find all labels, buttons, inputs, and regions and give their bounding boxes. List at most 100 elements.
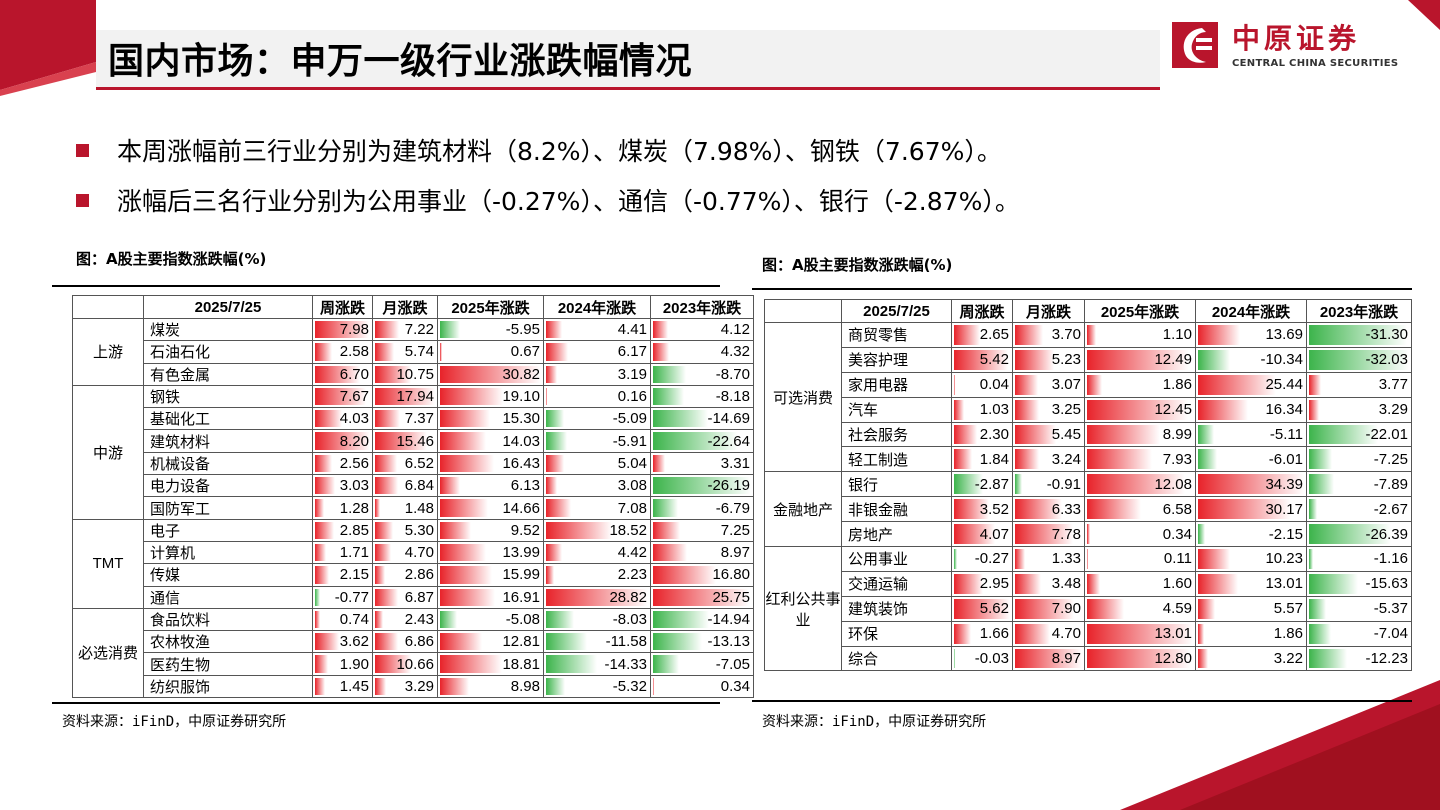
value-text: 3.29	[404, 677, 434, 695]
positive-data-bar	[546, 477, 557, 495]
value-text: 1.03	[979, 401, 1009, 419]
positive-data-bar	[546, 588, 648, 606]
positive-data-bar	[440, 655, 502, 673]
positive-data-bar	[1198, 648, 1208, 669]
value-cell: 16.91	[437, 585, 544, 609]
positive-data-bar	[546, 543, 562, 562]
group-label: 必选消费	[72, 607, 144, 699]
positive-data-bar	[546, 566, 554, 584]
value-cell: 6.13	[437, 474, 544, 498]
divider-left-bottom	[52, 702, 720, 704]
value-cell: 2.56	[312, 451, 373, 476]
value-text: 3.77	[1378, 376, 1408, 394]
value-cell: 5.42	[951, 346, 1013, 373]
value-text: 3.25	[1051, 401, 1081, 419]
industry-name: 医药生物	[143, 652, 313, 676]
negative-data-bar	[653, 477, 751, 495]
value-cell: 6.70	[312, 362, 373, 386]
value-text: 6.52	[404, 454, 434, 472]
positive-data-bar	[1087, 349, 1189, 370]
figure-caption-left: 图：A股主要指数涨跌幅(%)	[76, 250, 267, 268]
positive-data-bar	[1198, 474, 1304, 495]
value-text: -5.32	[612, 677, 647, 695]
positive-data-bar	[1015, 499, 1063, 520]
value-cell: 5.04	[543, 451, 651, 476]
table-row: 社会服务 2.30 5.45 8.99 -5.11 -22.01	[765, 421, 1412, 448]
negative-data-bar	[1198, 524, 1205, 545]
corner-decoration-top-left	[0, 0, 96, 96]
positive-data-bar	[375, 410, 400, 428]
positive-data-bar	[1015, 524, 1074, 545]
positive-data-bar	[1015, 374, 1038, 395]
negative-data-bar	[653, 655, 680, 673]
value-text: 1.10	[1162, 326, 1192, 344]
value-text: 1.84	[979, 450, 1009, 468]
positive-data-bar	[954, 623, 971, 644]
industry-name: 房地产	[841, 521, 952, 548]
negative-data-bar	[1309, 573, 1358, 594]
value-cell: 16.80	[650, 563, 754, 587]
column-header: 2025年涨跌	[1084, 299, 1196, 323]
value-cell: -7.04	[1306, 620, 1412, 647]
value-cell: 1.10	[1084, 322, 1196, 348]
value-text: 3.70	[1051, 326, 1081, 344]
value-text: 10.23	[1265, 550, 1303, 568]
column-header	[72, 295, 144, 319]
positive-data-bar	[1198, 399, 1249, 420]
bullet-square-icon	[76, 194, 89, 207]
value-cell: 14.66	[437, 496, 544, 520]
negative-data-bar	[653, 410, 708, 428]
positive-data-bar	[954, 399, 965, 420]
value-text: 1.45	[339, 677, 369, 695]
value-text: 5.74	[404, 343, 434, 361]
value-cell: 5.45	[1012, 421, 1085, 448]
value-text: 4.59	[1162, 600, 1192, 618]
positive-data-bar	[1309, 374, 1321, 395]
value-cell: -0.03	[951, 645, 1013, 672]
group-label: 中游	[72, 384, 144, 520]
value-cell: -12.23	[1306, 645, 1412, 672]
value-cell: 2.58	[312, 340, 373, 364]
positive-data-bar	[440, 454, 494, 473]
table-row: 轻工制造 1.84 3.24 7.93 -6.01 -7.25	[765, 446, 1412, 473]
negative-data-bar	[653, 633, 703, 651]
value-text: 7.25	[720, 521, 750, 539]
value-cell: -5.32	[543, 674, 651, 699]
value-cell: 1.86	[1084, 371, 1196, 398]
value-text: -22.01	[1365, 426, 1408, 443]
positive-data-bar	[954, 573, 984, 594]
value-text: -5.08	[505, 611, 540, 628]
column-header: 周涨跌	[312, 295, 373, 319]
negative-data-bar	[1309, 648, 1348, 669]
negative-data-bar	[653, 365, 686, 383]
value-text: 12.49	[1154, 351, 1192, 369]
value-cell: 3.29	[1306, 396, 1412, 423]
positive-data-bar	[375, 432, 427, 450]
negative-data-bar	[1198, 424, 1214, 445]
value-text: 30.17	[1265, 500, 1303, 518]
value-text: 7.78	[1051, 525, 1081, 543]
value-cell: 3.08	[543, 474, 651, 498]
value-cell: -8.70	[650, 362, 754, 386]
value-text: 1.86	[1273, 625, 1303, 643]
value-cell: 3.22	[1195, 645, 1307, 672]
value-cell: 4.07	[951, 521, 1013, 548]
industry-name: 美容护理	[841, 346, 952, 373]
value-cell: 2.95	[951, 570, 1013, 597]
value-text: 2.65	[979, 326, 1009, 344]
industry-table-right: 2025/7/25 周涨跌 月涨跌 2025年涨跌 2024年涨跌 2023年涨跌 可选消…	[764, 299, 1412, 672]
value-cell: -0.27	[951, 546, 1013, 572]
positive-data-bar	[1198, 573, 1239, 594]
value-text: 18.81	[502, 655, 540, 673]
value-cell: -6.01	[1195, 446, 1307, 473]
value-text: -2.67	[1373, 500, 1408, 518]
industry-table-left: 2025/7/25 周涨跌 月涨跌 2025年涨跌 2024年涨跌 2023年涨跌 上游煤…	[72, 295, 754, 699]
table-row: 机械设备 2.56 6.52 16.43 5.04 3.31	[73, 451, 754, 476]
table-row: 医药生物 1.90 10.66 18.81 -14.33 -7.05	[73, 652, 754, 676]
positive-data-bar	[546, 387, 547, 406]
positive-data-bar	[315, 677, 325, 696]
table-row: 电力设备 3.03 6.84 6.13 3.08 -26.19	[73, 474, 754, 498]
value-text: -26.39	[1365, 525, 1408, 543]
bullet-text: 涨幅后三名行业分别为公用事业（-0.27%）、通信（-0.77%）、银行（-2.…	[117, 187, 1020, 216]
negative-data-bar	[1309, 549, 1313, 569]
